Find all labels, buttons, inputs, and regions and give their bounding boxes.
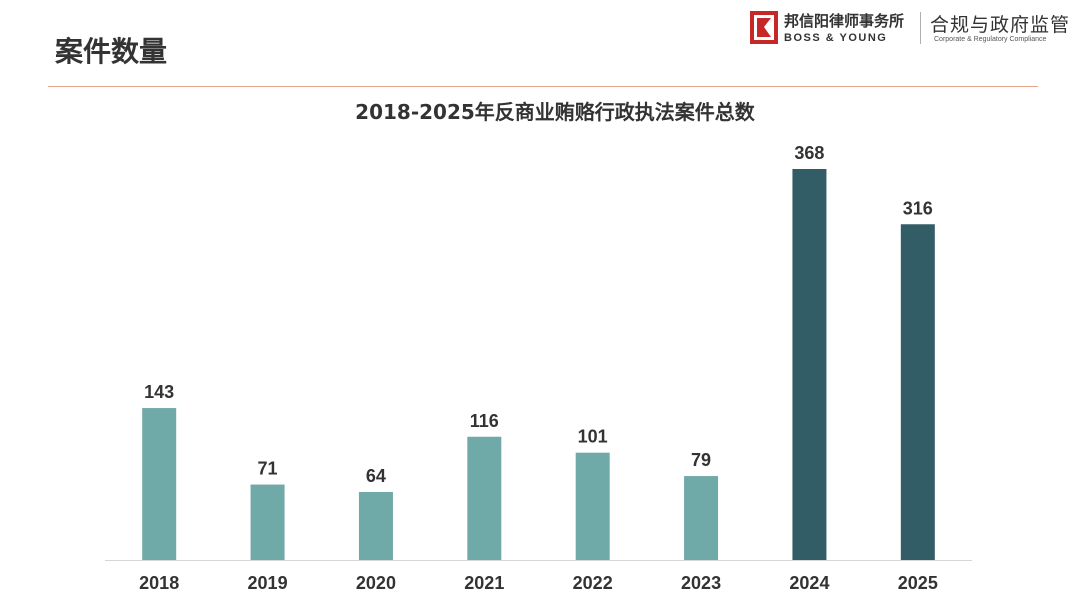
boss-young-logo-icon [750, 11, 778, 44]
data-label-2020: 64 [366, 466, 386, 486]
firm-logo: 邦信阳律师事务所 BOSS & YOUNG 合规与政府监管 Corporate … [750, 10, 1069, 48]
bar-2020 [358, 492, 393, 560]
bar-2023 [684, 476, 719, 560]
data-label-2022: 101 [578, 427, 608, 447]
x-tick-label-2019: 2019 [248, 573, 288, 593]
data-label-2025: 316 [903, 198, 933, 218]
bar-2018 [142, 408, 177, 560]
header-divider [48, 86, 1038, 87]
data-label-2019: 71 [258, 459, 278, 479]
practice-name-cn: 合规与政府监管 [930, 14, 1071, 36]
bar-2022 [575, 452, 610, 560]
x-tick-label-2025: 2025 [898, 573, 938, 593]
chart-title: 2018-2025年反商业贿赂行政执法案件总数 [355, 100, 755, 124]
data-label-2021: 116 [470, 411, 499, 431]
bar-2024 [792, 169, 827, 560]
data-label-2024: 368 [794, 143, 824, 163]
x-tick-label-2023: 2023 [681, 573, 721, 593]
data-label-2023: 79 [691, 450, 711, 470]
page-title: 案件数量 [55, 35, 168, 68]
bar-2019 [250, 484, 285, 560]
logo-divider [920, 12, 921, 44]
practice-name-en: Corporate & Regulatory Compliance [934, 36, 1047, 43]
bar-2021 [467, 436, 502, 560]
firm-name-cn: 邦信阳律师事务所 [784, 12, 905, 30]
x-tick-label-2024: 2024 [789, 573, 829, 593]
x-tick-label-2020: 2020 [356, 573, 396, 593]
data-label-2018: 143 [144, 382, 174, 402]
x-tick-label-2021: 2021 [464, 573, 504, 593]
x-tick-label-2018: 2018 [139, 573, 179, 593]
bar-2025 [900, 224, 935, 560]
firm-name-en: BOSS & YOUNG [784, 32, 888, 44]
x-tick-label-2022: 2022 [573, 573, 613, 593]
